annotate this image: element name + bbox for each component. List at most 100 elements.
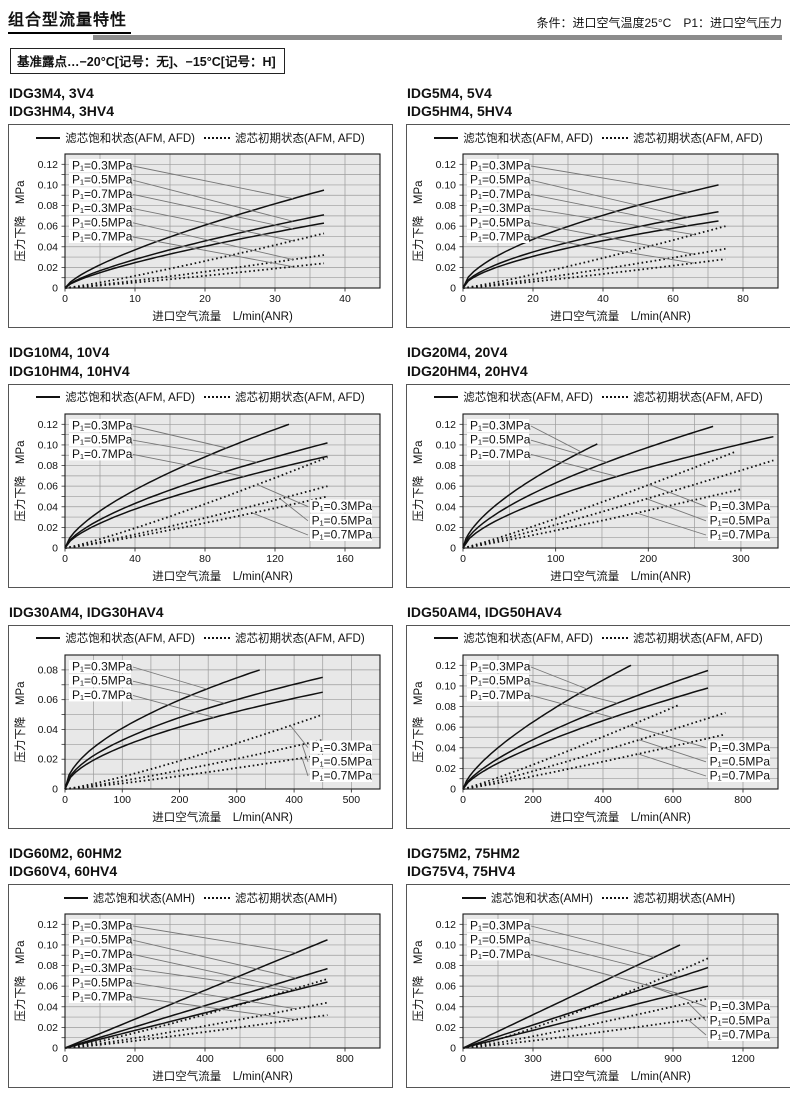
pressure-label-initial-0.3MPa: P₁=0.3MPa bbox=[312, 499, 373, 513]
chart-box: 滤芯饱和状态(AMH) 滤芯初期状态(AMH) 0 0.02 0.04 0.06 0.08 0… bbox=[406, 884, 790, 1089]
chart-box: 滤芯饱和状态(AFM, AFD) 滤芯初期状态(AFM, AFD) 0 0.02 0.0… bbox=[8, 124, 393, 329]
y-tick-label: 0.04 bbox=[436, 242, 457, 254]
chart-box: 滤芯饱和状态(AFM, AFD) 滤芯初期状态(AFM, AFD) 0 0.02 0.0… bbox=[8, 624, 393, 829]
legend-item-initial: 滤芯初期状态(AFM, AFD) bbox=[204, 130, 365, 146]
chart-box: 滤芯饱和状态(AFM, AFD) 滤芯初期状态(AFM, AFD) 0 0.02 0.0… bbox=[406, 124, 790, 329]
pressure-label-initial-0.7MPa: P₁=0.7MPa bbox=[72, 990, 133, 1004]
legend-initial-label: 滤芯初期状态(AMH) bbox=[235, 892, 338, 905]
y-tick-label: 0.02 bbox=[436, 763, 457, 775]
y-tick-label: 0 bbox=[52, 1043, 58, 1055]
y-tick-label: 0.12 bbox=[436, 159, 457, 171]
y-tick-label: 0.06 bbox=[38, 694, 59, 706]
curve-saturated-p1-0.3MPa bbox=[64, 939, 328, 1050]
pressure-label-initial-0.3MPa: P₁=0.3MPa bbox=[470, 201, 531, 215]
pressure-label-saturated-0.5MPa: P₁=0.5MPa bbox=[72, 933, 133, 947]
pressure-label-saturated-0.7MPa: P₁=0.7MPa bbox=[470, 688, 531, 702]
pressure-label-saturated-0.3MPa: P₁=0.3MPa bbox=[72, 418, 133, 432]
chart-section: IDG75M2, 75HM2 IDG75V4, 75HV4 滤芯饱和状态(AMH) 滤… bbox=[406, 844, 790, 1089]
chart-title-line: IDG20M4, 20V4 bbox=[407, 344, 508, 361]
x-tick-label: 600 bbox=[266, 1053, 284, 1065]
pressure-label-saturated-0.3MPa: P₁=0.3MPa bbox=[470, 659, 531, 673]
y-tick-label: 0 bbox=[52, 783, 58, 795]
y-tick-label: 0.12 bbox=[436, 419, 457, 431]
legend-solid-line-icon bbox=[461, 896, 486, 899]
pressure-label-initial-0.7MPa: P₁=0.7MPa bbox=[710, 768, 771, 782]
legend-item-saturated: 滤芯饱和状态(AMH) bbox=[63, 890, 195, 906]
pressure-label-initial-0.5MPa: P₁=0.5MPa bbox=[312, 513, 373, 527]
y-axis-label: 压力下降 MPa bbox=[13, 940, 27, 1022]
y-tick-label: 0.06 bbox=[436, 981, 457, 993]
chart-title-line: IDG10HM4, 10HV4 bbox=[9, 362, 130, 379]
y-tick-label: 0.08 bbox=[38, 664, 59, 676]
chart-section: IDG30AM4, IDG30HAV4 滤芯饱和状态(AFM, AFD) 滤芯初期状… bbox=[8, 603, 393, 829]
legend-item-initial: 滤芯初期状态(AFM, AFD) bbox=[602, 389, 763, 405]
flow-chart-plot: 0 0.02 0.04 0.06 0.08 0.10 0.12 0 200 400 600 800 进口… bbox=[411, 654, 779, 824]
y-tick-label: 0.12 bbox=[436, 660, 457, 672]
legend-dotted-line-icon bbox=[204, 637, 230, 640]
y-tick-label: 0.06 bbox=[436, 480, 457, 492]
x-tick-label: 900 bbox=[664, 1053, 682, 1065]
x-axis-label: 进口空气流量 L/min(ANR) bbox=[152, 810, 293, 824]
legend-dotted-line-icon bbox=[602, 136, 628, 139]
chart-legend: 滤芯饱和状态(AFM, AFD) 滤芯初期状态(AFM, AFD) bbox=[11, 128, 390, 147]
y-tick-label: 0.08 bbox=[436, 960, 457, 972]
y-tick-label: 0.12 bbox=[38, 159, 59, 171]
curve-initial-p1-0.5MPa bbox=[64, 485, 328, 549]
y-tick-label: 0.10 bbox=[436, 180, 457, 192]
x-axis-label: 进口空气流量 L/min(ANR) bbox=[550, 1069, 691, 1083]
pressure-label-saturated-0.5MPa: P₁=0.5MPa bbox=[470, 933, 531, 947]
pressure-label-saturated-0.7MPa: P₁=0.7MPa bbox=[470, 947, 531, 961]
pressure-label-saturated-0.3MPa: P₁=0.3MPa bbox=[72, 659, 133, 673]
x-axis-label: 进口空气流量 L/min(ANR) bbox=[152, 569, 293, 583]
x-tick-label: 80 bbox=[199, 553, 211, 565]
pressure-label-initial-0.7MPa: P₁=0.7MPa bbox=[312, 527, 373, 541]
curve-saturated-p1-0.3MPa bbox=[462, 664, 632, 790]
legend-item-initial: 滤芯初期状态(AFM, AFD) bbox=[602, 630, 763, 646]
curve-initial-p1-0.3MPa bbox=[462, 225, 726, 290]
flow-chart-plot: 0 0.02 0.04 0.06 0.08 0.10 0.12 0 300 600 900 1200 进… bbox=[411, 913, 779, 1083]
legend-item-saturated: 滤芯饱和状态(AFM, AFD) bbox=[434, 130, 593, 146]
chart-title-line: IDG3HM4, 3HV4 bbox=[9, 103, 115, 120]
x-tick-label: 10 bbox=[129, 293, 141, 305]
y-tick-label: 0.10 bbox=[38, 439, 59, 451]
legend-item-initial: 滤芯初期状态(AFM, AFD) bbox=[602, 130, 763, 146]
y-tick-label: 0.04 bbox=[436, 501, 457, 513]
chart-section: IDG3M4, 3V4 IDG3HM4, 3HV4 滤芯饱和状态(AFM, AFD)… bbox=[8, 84, 393, 329]
legend-solid-line-icon bbox=[63, 896, 88, 899]
y-axis-label: 压力下降 MPa bbox=[411, 940, 425, 1022]
pressure-label-initial-0.3MPa: P₁=0.3MPa bbox=[710, 740, 771, 754]
curve-initial-p1-0.5MPa bbox=[462, 997, 709, 1050]
pressure-label-initial-0.7MPa: P₁=0.7MPa bbox=[312, 768, 373, 782]
pressure-label-initial-0.3MPa: P₁=0.3MPa bbox=[312, 740, 373, 754]
pressure-label-initial-0.5MPa: P₁=0.5MPa bbox=[72, 976, 133, 990]
legend-saturated-label: 滤芯饱和状态(AFM, AFD) bbox=[463, 633, 593, 646]
x-tick-label: 60 bbox=[667, 293, 679, 305]
y-tick-label: 0.12 bbox=[436, 919, 457, 931]
curve-initial-p1-0.5MPa bbox=[462, 459, 774, 549]
page-title: 组合型流量特性 bbox=[8, 6, 132, 34]
y-tick-label: 0.08 bbox=[38, 460, 59, 472]
chart-grid: IDG3M4, 3V4 IDG3HM4, 3HV4 滤芯饱和状态(AFM, AFD)… bbox=[8, 84, 790, 1089]
y-tick-label: 0.02 bbox=[38, 522, 59, 534]
x-tick-label: 0 bbox=[460, 1053, 466, 1065]
x-tick-label: 30 bbox=[269, 293, 281, 305]
y-tick-label: 0.10 bbox=[436, 940, 457, 952]
legend-item-saturated: 滤芯饱和状态(AFM, AFD) bbox=[36, 130, 195, 146]
legend-solid-line-icon bbox=[434, 637, 459, 640]
legend-dotted-line-icon bbox=[204, 396, 230, 399]
legend-saturated-label: 滤芯饱和状态(AFM, AFD) bbox=[65, 392, 195, 405]
y-tick-label: 0.06 bbox=[436, 221, 457, 233]
pressure-label-saturated-0.5MPa: P₁=0.5MPa bbox=[470, 674, 531, 688]
y-tick-label: 0.06 bbox=[436, 722, 457, 734]
pressure-label-initial-0.5MPa: P₁=0.5MPa bbox=[710, 1014, 771, 1028]
legend-item-initial: 滤芯初期状态(AMH) bbox=[602, 890, 735, 906]
chart-legend: 滤芯饱和状态(AFM, AFD) 滤芯初期状态(AFM, AFD) bbox=[409, 388, 788, 407]
curve-initial-p1-0.5MPa bbox=[462, 248, 726, 290]
chart-legend: 滤芯饱和状态(AMH) 滤芯初期状态(AMH) bbox=[11, 888, 390, 907]
x-tick-label: 300 bbox=[524, 1053, 542, 1065]
page-header: 组合型流量特性 条件：进口空气温度25°C P1：进口空气压力 bbox=[8, 6, 782, 34]
x-tick-label: 0 bbox=[460, 794, 466, 806]
y-tick-label: 0 bbox=[450, 542, 456, 554]
y-tick-label: 0.10 bbox=[38, 180, 59, 192]
